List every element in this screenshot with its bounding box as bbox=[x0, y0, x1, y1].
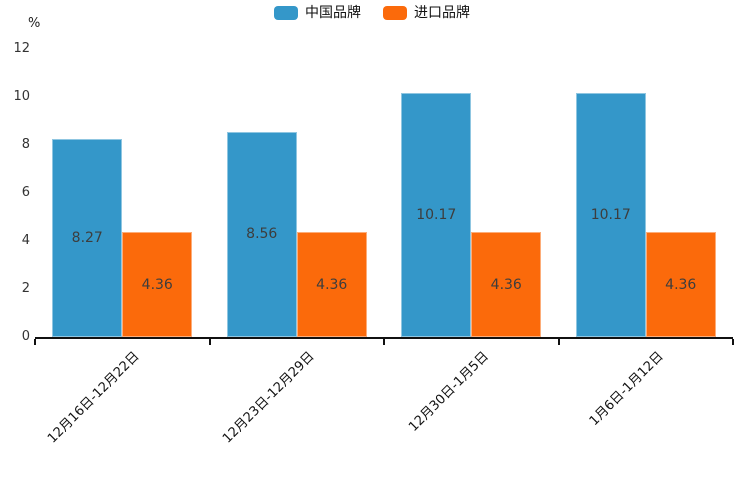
x-axis-tick bbox=[383, 339, 385, 345]
x-tick-label: 1月6日-1月12日 bbox=[586, 349, 667, 429]
y-tick-label: 4 bbox=[21, 233, 30, 248]
x-tick-label: 12月30日-1月5日 bbox=[406, 349, 492, 435]
y-tick-label: 10 bbox=[13, 89, 30, 104]
bar-series2-group4[interactable] bbox=[645, 232, 716, 337]
bar-series2-group2[interactable] bbox=[296, 232, 367, 337]
y-tick-label: 0 bbox=[21, 329, 30, 344]
x-axis-tick bbox=[557, 339, 560, 345]
y-tick-label: 12 bbox=[13, 41, 30, 56]
legend-item-1[interactable]: 中国品牌 bbox=[274, 6, 361, 20]
legend-label: 进口品牌 bbox=[414, 5, 470, 21]
bar-series2-group1[interactable] bbox=[122, 232, 193, 337]
y-axis-unit-label: % bbox=[28, 16, 41, 31]
legend-swatch-icon bbox=[274, 6, 298, 20]
bar-series1-group4[interactable] bbox=[575, 92, 646, 337]
x-tick-label: 12月23日-12月29日 bbox=[219, 349, 318, 447]
y-tick-label: 6 bbox=[21, 185, 30, 200]
bar-series1-group1[interactable] bbox=[52, 138, 123, 337]
bar-series2-group3[interactable] bbox=[471, 232, 542, 337]
x-axis-tick bbox=[34, 339, 36, 345]
y-tick-label: 8 bbox=[21, 137, 30, 152]
bar-series1-group3[interactable] bbox=[401, 92, 472, 337]
legend-label: 中国品牌 bbox=[305, 5, 361, 21]
chart-legend: 中国品牌 进口品牌 bbox=[0, 6, 744, 20]
x-axis-tick bbox=[732, 339, 734, 345]
x-axis-line bbox=[35, 337, 733, 339]
legend-swatch-icon bbox=[383, 6, 407, 20]
x-tick-label: 12月16日-12月22日 bbox=[45, 349, 143, 447]
legend-item-2[interactable]: 进口品牌 bbox=[383, 6, 470, 20]
y-tick-label: 2 bbox=[21, 281, 30, 296]
x-axis-tick bbox=[208, 339, 211, 345]
bar-series1-group2[interactable] bbox=[226, 131, 297, 337]
